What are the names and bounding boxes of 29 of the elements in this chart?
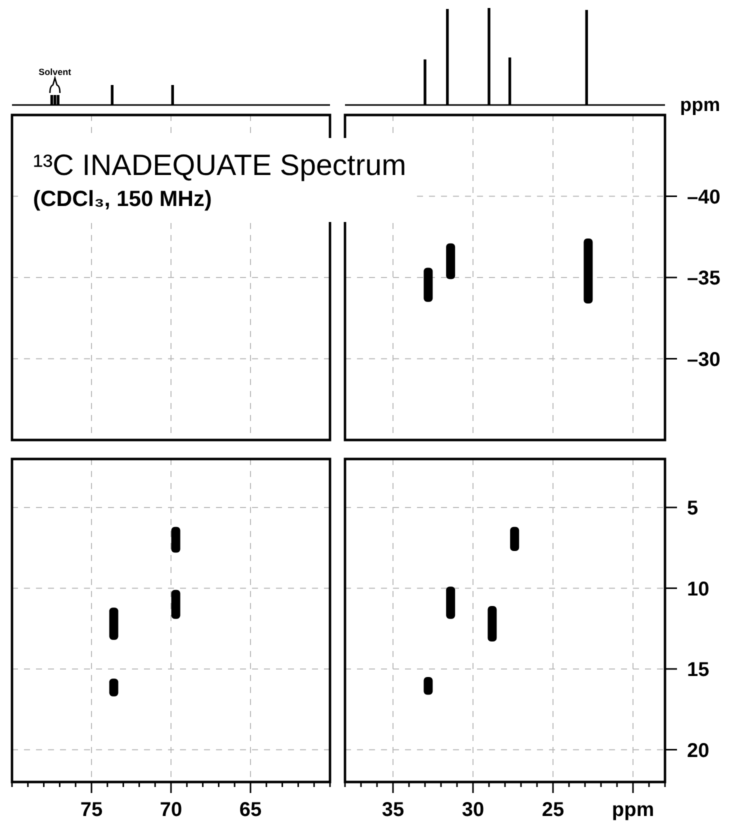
x-tick-label: 25 — [542, 799, 564, 821]
bar — [171, 590, 180, 619]
text: ¹³C INADEQUATE Spectrum — [33, 149, 406, 182]
x-axis-title: ppm — [680, 95, 720, 116]
x-tick-label: ppm — [612, 799, 654, 821]
y-tick-label: 15 — [687, 659, 710, 682]
x-tick-label: 30 — [462, 799, 484, 821]
bar — [584, 238, 593, 304]
y-tick-label: –35 — [687, 268, 720, 290]
x-tick-label: 35 — [382, 799, 404, 821]
bar — [424, 268, 433, 302]
bar — [171, 526, 180, 553]
x-tick-label: 70 — [160, 799, 182, 821]
bar — [424, 677, 433, 695]
x-tick-label: 75 — [80, 799, 103, 821]
text: (CDCl₃, 150 MHz) — [33, 186, 212, 211]
bar — [109, 678, 118, 696]
bar — [446, 586, 456, 619]
y-tick-label: 5 — [687, 498, 698, 520]
bar — [510, 526, 520, 552]
y-tick-label: –30 — [687, 348, 720, 371]
y-tick-label: –40 — [687, 186, 720, 208]
x-tick-label: 65 — [239, 799, 262, 821]
annotation: Solvent — [38, 67, 72, 77]
y-tick-label: 20 — [687, 740, 710, 762]
bar — [488, 606, 497, 642]
bar — [446, 243, 456, 280]
bar — [109, 608, 118, 640]
y-tick-label: 10 — [687, 578, 710, 600]
